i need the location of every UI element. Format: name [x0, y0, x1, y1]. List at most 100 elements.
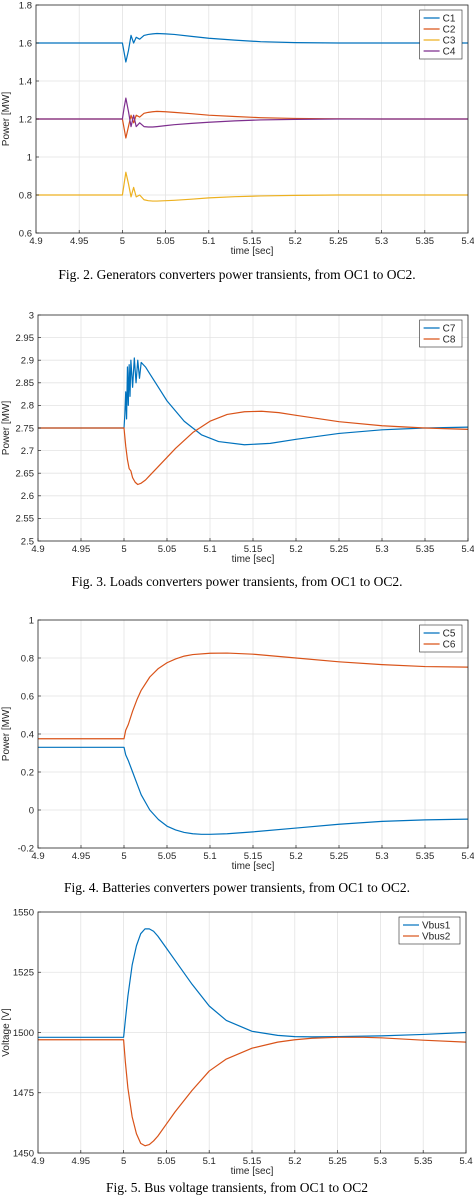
x-tick-label: 4.95	[72, 1156, 91, 1167]
figure-5: 4.9 4.95 5 5.05 5.1 5.15 5.2 5.25 5.3 5.35 5.4 1450…	[0, 907, 474, 1200]
y-tick-label: 1	[27, 152, 32, 163]
y-axis-label: Power [MW]	[1, 707, 12, 762]
x-tick-label: 5	[120, 236, 125, 247]
x-tick-label: 5.2	[288, 1156, 301, 1167]
y-tick-label: 0.4	[21, 729, 34, 740]
y-tick-label: 2.95	[16, 333, 35, 344]
x-tick-label: 5	[121, 544, 126, 555]
x-tick-label: 5.1	[203, 851, 216, 862]
series-line-vbus1	[38, 928, 466, 1038]
x-tick-label: 5.25	[328, 1156, 347, 1167]
x-tick-label: 5.05	[157, 1156, 176, 1167]
y-tick-label: 2.65	[16, 469, 35, 480]
y-tick-label: 0.6	[19, 228, 32, 239]
x-tick-label: 5.05	[156, 236, 175, 247]
x-tick-label: 5.2	[289, 544, 302, 555]
x-tick-label: 5.25	[329, 236, 348, 247]
series-line-c2	[36, 110, 468, 139]
legend-label-c2: C2	[443, 24, 456, 35]
legend-box	[419, 624, 463, 653]
legend-label-c6: C6	[443, 639, 456, 650]
figure-caption: Fig. 4. Batteries converters power trans…	[63, 880, 411, 895]
y-tick-label: 2.75	[16, 423, 35, 434]
y-tick-label: 0.2	[21, 767, 34, 778]
legend-box	[419, 319, 463, 348]
y-tick-label: 0.8	[21, 653, 34, 664]
chart-bus-voltage: 4.9 4.95 5 5.05 5.1 5.15 5.2 5.25 5.3 5.35 5.4 1450…	[1, 907, 473, 1177]
y-tick-label: 2.85	[16, 378, 35, 389]
figure-3: 4.9 4.95 5 5.05 5.1 5.15 5.2 5.25 5.3 5.35 5.4 2.5 2…	[0, 298, 474, 598]
y-tick-label: 2.55	[16, 514, 35, 525]
series-line-c5	[38, 746, 468, 835]
x-tick-label: 4.9	[31, 544, 44, 555]
x-tick-label: 5.35	[414, 1156, 433, 1167]
y-tick-label: 2.8	[21, 401, 34, 412]
series-lines	[38, 357, 468, 486]
y-tick-label: 0.6	[21, 691, 34, 702]
x-tick-label: 5.15	[244, 851, 263, 862]
x-tick-label: 4.9	[29, 236, 42, 247]
series-line-c8	[38, 410, 468, 486]
x-tick-label: 5.15	[243, 236, 262, 247]
legend-label-c7: C7	[443, 323, 456, 334]
chart-loads-power: 4.9 4.95 5 5.05 5.1 5.15 5.2 5.25 5.3 5.35 5.4 2.5 2…	[1, 310, 474, 565]
x-tick-label: 5.05	[158, 851, 177, 862]
x-axis-label: time [sec]	[232, 554, 275, 565]
x-tick-label: 5.3	[374, 1156, 387, 1167]
x-tick-label: 5.3	[375, 544, 388, 555]
series-line-c3	[36, 171, 468, 202]
y-tick-label: 2.9	[21, 356, 34, 367]
x-tick-label: 4.95	[70, 236, 89, 247]
x-axis-label: time [sec]	[231, 246, 274, 257]
x-tick-label: 4.9	[31, 1156, 44, 1167]
x-tick-label: 5	[121, 1156, 126, 1167]
x-tick-label: 5.35	[416, 851, 435, 862]
y-tick-label: 3	[29, 310, 34, 321]
y-tick-label: -0.2	[18, 843, 34, 854]
x-tick-label: 4.95	[72, 544, 91, 555]
series-lines	[36, 32, 468, 202]
x-tick-label: 5.4	[461, 851, 474, 862]
x-tick-label: 4.9	[31, 851, 44, 862]
y-axis-label: Voltage [V]	[1, 1008, 12, 1057]
series-lines	[38, 928, 466, 1147]
x-tick-label: 5.15	[243, 1156, 262, 1167]
figure-caption: Fig. 5. Bus voltage transients, from OC1…	[105, 1180, 369, 1195]
figure-4: 4.9 4.95 5 5.05 5.1 5.15 5.2 5.25 5.3 5.35 5.4 -0.2…	[0, 604, 474, 906]
legend-box	[419, 9, 463, 60]
legend-label-vbus1: Vbus1	[422, 920, 451, 931]
x-tick-label: 5.4	[461, 236, 474, 247]
x-tick-label: 5.1	[203, 1156, 216, 1167]
x-tick-label: 5.05	[158, 544, 177, 555]
series-lines	[38, 652, 468, 835]
x-tick-label: 5.4	[461, 544, 474, 555]
legend-label-c4: C4	[443, 46, 456, 57]
legend-label-vbus2: Vbus2	[422, 931, 451, 942]
y-tick-label: 1475	[13, 1088, 34, 1099]
x-tick-label: 5.2	[289, 236, 302, 247]
x-tick-label: 5.3	[375, 851, 388, 862]
series-line-c1	[36, 32, 468, 63]
series-line-c6	[38, 652, 468, 740]
legend-label-c5: C5	[443, 628, 456, 639]
y-tick-label: 2.5	[21, 536, 34, 547]
legend-label-c1: C1	[443, 13, 456, 24]
y-axis-label: Power [MW]	[1, 401, 12, 456]
x-tick-label: 5.2	[289, 851, 302, 862]
y-tick-label: 2.6	[21, 491, 34, 502]
legend-box	[398, 916, 461, 945]
y-tick-label: 1	[29, 615, 34, 626]
y-axis-label: Power [MW]	[1, 92, 12, 147]
y-tick-label: 1.4	[19, 76, 32, 87]
x-tick-label: 5.35	[416, 544, 435, 555]
x-tick-label: 5.15	[244, 544, 263, 555]
chart-batteries-power: 4.9 4.95 5 5.05 5.1 5.15 5.2 5.25 5.3 5.35 5.4 -0.2…	[1, 615, 474, 872]
x-tick-label: 5.3	[375, 236, 388, 247]
x-tick-label: 5.25	[330, 851, 349, 862]
chart-generators-power: 4.9 4.95 5 5.05 5.1 5.15 5.2 5.25 5.3 5.35 5.4 0.6 0…	[1, 0, 474, 257]
x-tick-label: 4.95	[72, 851, 91, 862]
x-tick-label: 5.1	[203, 544, 216, 555]
